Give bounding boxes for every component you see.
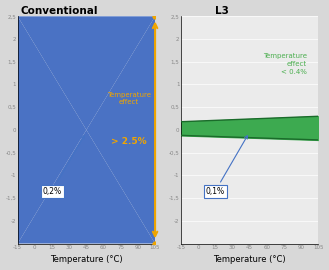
Text: > 2.5%: > 2.5% bbox=[111, 137, 146, 146]
X-axis label: Temperature (°C): Temperature (°C) bbox=[50, 255, 123, 264]
Text: Temperature
effect: Temperature effect bbox=[107, 92, 151, 105]
Polygon shape bbox=[18, 16, 155, 130]
Text: L3: L3 bbox=[215, 6, 229, 16]
Text: Temperature
effect
< 0.4%: Temperature effect < 0.4% bbox=[263, 53, 307, 75]
Text: Conventional: Conventional bbox=[20, 6, 98, 16]
Polygon shape bbox=[18, 16, 87, 244]
Text: 0,1%: 0,1% bbox=[206, 136, 247, 196]
Polygon shape bbox=[87, 16, 155, 244]
Text: 0,2%: 0,2% bbox=[42, 136, 84, 196]
X-axis label: Temperature (°C): Temperature (°C) bbox=[213, 255, 286, 264]
Polygon shape bbox=[18, 130, 155, 244]
